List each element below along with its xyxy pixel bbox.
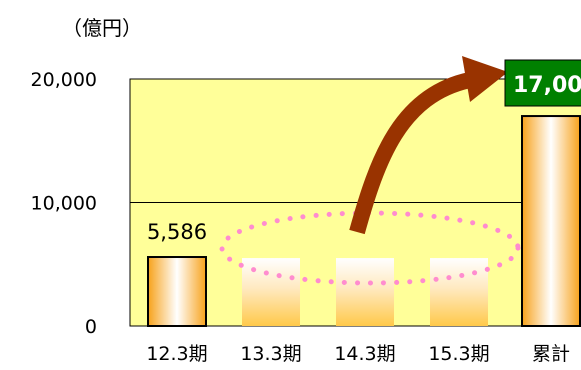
x-tick-label: 15.3期 (428, 343, 489, 365)
y-axis-ticks: 0 10,000 20,000 (31, 69, 97, 338)
data-label: 5,586 (147, 220, 207, 244)
growth-arrow-head (462, 56, 508, 102)
bar-3 (336, 258, 394, 326)
x-axis-ticks: 12.3期 13.3期 14.3期 15.3期 累計 (146, 343, 570, 365)
target-value-box (504, 59, 581, 107)
bar-2 (242, 258, 300, 326)
bar-5 (521, 115, 581, 327)
x-tick-label: 累計 (532, 343, 570, 365)
unit-label: （億円） (62, 16, 142, 40)
y-tick-label: 10,000 (31, 193, 97, 215)
bar-4 (430, 258, 488, 326)
x-tick-label: 14.3期 (334, 343, 395, 365)
x-tick-label: 12.3期 (146, 343, 207, 365)
y-tick-label: 0 (85, 316, 97, 338)
target-value-label: 17,000 (513, 73, 581, 98)
data-labels: 5,586 17,000 (147, 59, 581, 244)
x-tick-label: 13.3期 (240, 343, 301, 365)
bar-1 (147, 256, 207, 328)
growth-arrow (349, 72, 472, 235)
y-tick-label: 20,000 (31, 69, 97, 91)
